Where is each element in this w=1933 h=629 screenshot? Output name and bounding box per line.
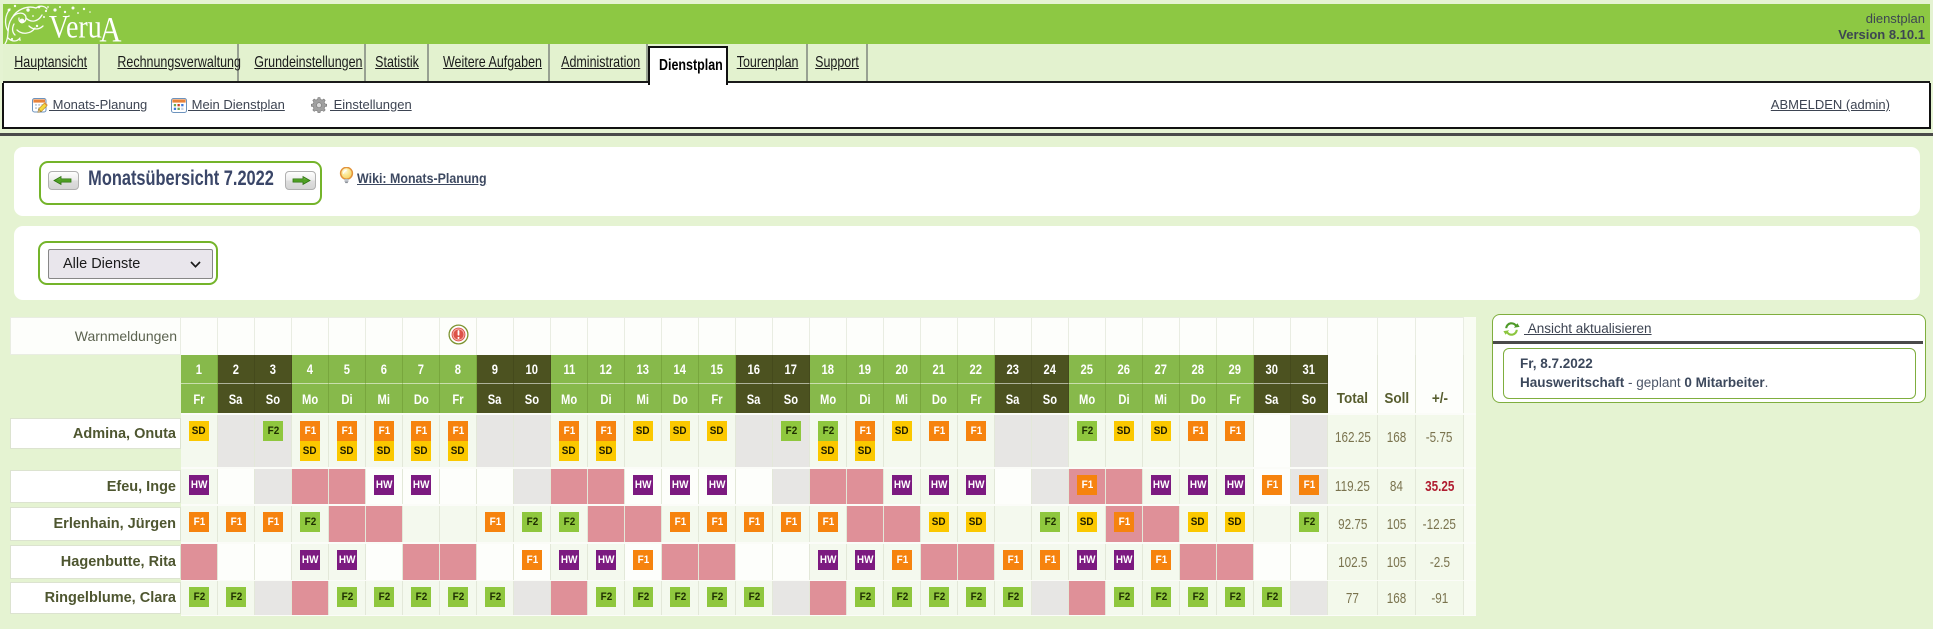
svg-text:Veru: Veru [49, 8, 102, 45]
svg-text:A: A [99, 10, 121, 45]
